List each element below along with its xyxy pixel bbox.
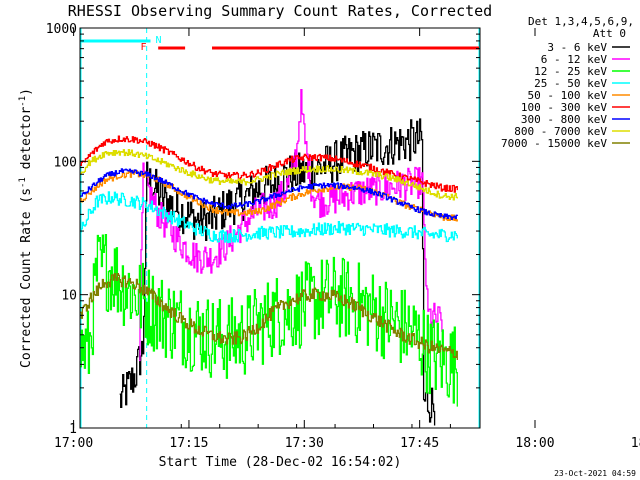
- series-line-7: [80, 149, 458, 201]
- legend-label-6: 300 - 800 keV: [521, 113, 607, 126]
- legend-label-4: 50 - 100 keV: [528, 89, 608, 102]
- chart-title: RHESSI Observing Summary Count Rates, Co…: [68, 2, 492, 20]
- x-tick-label-1: 17:15: [169, 436, 208, 451]
- legend-header-attenuator: Att 0: [593, 27, 626, 40]
- plot-area: NF: [80, 28, 480, 428]
- x-axis-label: Start Time (28-Dec-02 16:54:02): [159, 455, 402, 470]
- flag-label-N: N: [156, 35, 162, 46]
- legend-label-3: 25 - 50 keV: [534, 77, 607, 90]
- legend-label-1: 6 - 12 keV: [541, 53, 608, 66]
- x-tick-label-2: 17:30: [285, 436, 324, 451]
- series-line-6: [80, 168, 458, 220]
- y-axis: 1 10 100 1000: [46, 22, 480, 437]
- legend-label-8: 7000 - 15000 keV: [501, 137, 607, 150]
- x-tick-label-5: 18:15: [631, 436, 640, 451]
- y-tick-label-2: 100: [54, 155, 77, 170]
- y-axis-label: Corrected Count Rate (s-1 detector-1): [18, 88, 34, 368]
- flag-label-F: F: [141, 42, 147, 53]
- plot-frame: [79, 27, 481, 429]
- legend-header-detectors: Det 1,3,4,5,6,9,: [528, 15, 634, 28]
- x-tick-label-4: 18:00: [515, 436, 554, 451]
- y-tick-label-1: 10: [61, 289, 77, 304]
- legend-label-0: 3 - 6 keV: [547, 41, 607, 54]
- x-tick-label-3: 17:45: [400, 436, 439, 451]
- series-line-8: [80, 273, 458, 360]
- series-line-3: [80, 191, 458, 244]
- legend-label-5: 100 - 300 keV: [521, 101, 607, 114]
- generated-timestamp: 23-Oct-2021 04:59: [554, 469, 636, 478]
- series-line-5: [80, 135, 458, 193]
- legend-label-7: 800 - 7000 keV: [514, 125, 607, 138]
- legend-label-2: 12 - 25 keV: [534, 65, 607, 78]
- y-tick-label-3: 1000: [46, 22, 77, 37]
- x-tick-label-0: 17:00: [54, 436, 93, 451]
- y-tick-label-0: 1: [69, 422, 77, 437]
